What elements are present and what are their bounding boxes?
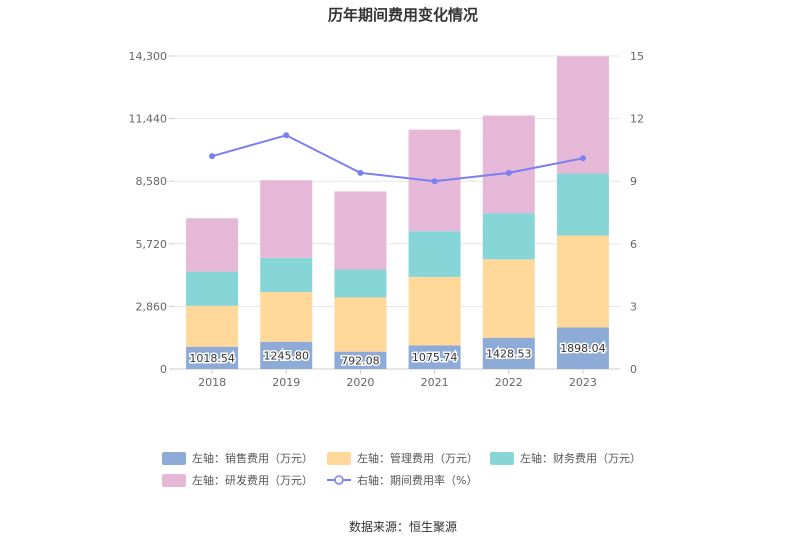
y-right-tick-label: 9 xyxy=(630,175,637,188)
legend-swatch xyxy=(490,452,514,465)
bar-segment-3[interactable] xyxy=(408,231,461,277)
bar-segment-1[interactable] xyxy=(260,341,313,369)
x-tick-label: 2019 xyxy=(272,376,300,389)
bar-segment-3[interactable] xyxy=(556,173,609,236)
bar-segment-2[interactable] xyxy=(408,276,461,346)
source-note: 数据来源：恒生聚源 xyxy=(349,519,457,534)
bar-segment-3[interactable] xyxy=(482,213,535,260)
rate-point[interactable] xyxy=(505,169,512,176)
bar-segment-1[interactable] xyxy=(334,351,387,369)
y-left-tick-label: 2,860 xyxy=(136,300,168,313)
data-label: 1245.80 xyxy=(264,349,310,362)
y-right-tick-label: 12 xyxy=(630,113,644,126)
legend-swatch xyxy=(162,452,186,465)
x-tick-label: 2021 xyxy=(421,376,449,389)
bar-segment-1[interactable] xyxy=(408,345,461,369)
bar-segment-3[interactable] xyxy=(334,269,387,298)
y-axis-left: 0 2,860 5,720 8,580 11,440 14,300 xyxy=(129,50,175,376)
bar-segment-4[interactable] xyxy=(556,56,609,174)
y-left-tick-label: 5,720 xyxy=(136,238,168,251)
bar-segment-4[interactable] xyxy=(260,180,313,258)
legend-item-4[interactable]: 左轴：研发费用（万元） xyxy=(162,473,313,487)
y-right-tick-label: 15 xyxy=(630,50,644,63)
bar-segment-2[interactable] xyxy=(186,305,239,347)
rate-line xyxy=(209,132,586,185)
bar-segment-1[interactable] xyxy=(186,346,239,369)
legend[interactable]: 左轴：销售费用（万元） 左轴：管理费用（万元） 左轴：财务费用（万元） 左轴：研发费用… xyxy=(162,451,641,487)
legend-label: 左轴：研发费用（万元） xyxy=(192,473,313,487)
data-label: 1898.04 xyxy=(560,342,606,355)
bar-segment-2[interactable] xyxy=(556,235,609,328)
x-tick-label: 2018 xyxy=(198,376,226,389)
gridlines xyxy=(175,55,620,370)
bar-segment-3[interactable] xyxy=(186,271,239,306)
y-left-tick-label: 14,300 xyxy=(129,50,168,63)
x-axis: 2018 2019 2020 2021 2022 2023 xyxy=(198,369,597,389)
legend-label: 左轴：销售费用（万元） xyxy=(192,451,313,465)
chart-title: 历年期间费用变化情况 xyxy=(328,6,478,24)
data-label: 1018.54 xyxy=(189,352,235,365)
legend-item-5[interactable]: 右轴：期间费用率（%） xyxy=(327,473,477,487)
x-tick-label: 2020 xyxy=(346,376,374,389)
rate-point[interactable] xyxy=(431,178,438,185)
data-label: 1075.74 xyxy=(412,351,458,364)
data-label: 792.08 xyxy=(341,354,380,367)
legend-label: 左轴：财务费用（万元） xyxy=(520,451,641,465)
bar-segment-3[interactable] xyxy=(260,257,313,293)
legend-swatch xyxy=(162,474,186,487)
y-left-tick-label: 8,580 xyxy=(136,175,168,188)
legend-item-1[interactable]: 左轴：销售费用（万元） xyxy=(162,451,313,465)
x-tick-label: 2022 xyxy=(495,376,523,389)
bar-segment-1[interactable] xyxy=(556,327,609,369)
rate-point[interactable] xyxy=(209,153,216,160)
rate-line-path xyxy=(211,134,584,183)
bar-segment-4[interactable] xyxy=(334,191,387,270)
bar-segment-2[interactable] xyxy=(260,292,313,342)
legend-marker-icon xyxy=(334,475,344,485)
bar-segment-2[interactable] xyxy=(334,297,387,352)
legend-item-3[interactable]: 左轴：财务费用（万元） xyxy=(490,451,641,465)
y-left-tick-label: 11,440 xyxy=(129,113,168,126)
rate-point[interactable] xyxy=(579,155,586,162)
data-labels: 1018.54 1245.80 792.08 1075.74 1428.53 1898.0… xyxy=(188,341,607,369)
legend-label: 右轴：期间费用率（%） xyxy=(357,473,477,487)
bar-segment-4[interactable] xyxy=(482,115,535,214)
y-right-tick-label: 6 xyxy=(630,238,637,251)
y-right-tick-label: 0 xyxy=(630,363,637,376)
y-left-tick-label: 0 xyxy=(160,363,167,376)
data-label: 1428.53 xyxy=(486,347,532,360)
bar-segment-1[interactable] xyxy=(482,337,535,369)
x-tick-label: 2023 xyxy=(569,376,597,389)
legend-item-2[interactable]: 左轴：管理费用（万元） xyxy=(327,451,478,465)
legend-label: 左轴：管理费用（万元） xyxy=(357,451,478,465)
y-right-tick-label: 3 xyxy=(630,300,637,313)
bar-series xyxy=(186,56,609,369)
y-axis-right: 0 3 6 9 12 15 xyxy=(630,50,644,376)
bar-segment-4[interactable] xyxy=(186,218,239,272)
rate-point[interactable] xyxy=(283,132,290,139)
rate-point[interactable] xyxy=(357,169,364,176)
bar-segment-2[interactable] xyxy=(482,259,535,338)
legend-swatch xyxy=(327,452,351,465)
